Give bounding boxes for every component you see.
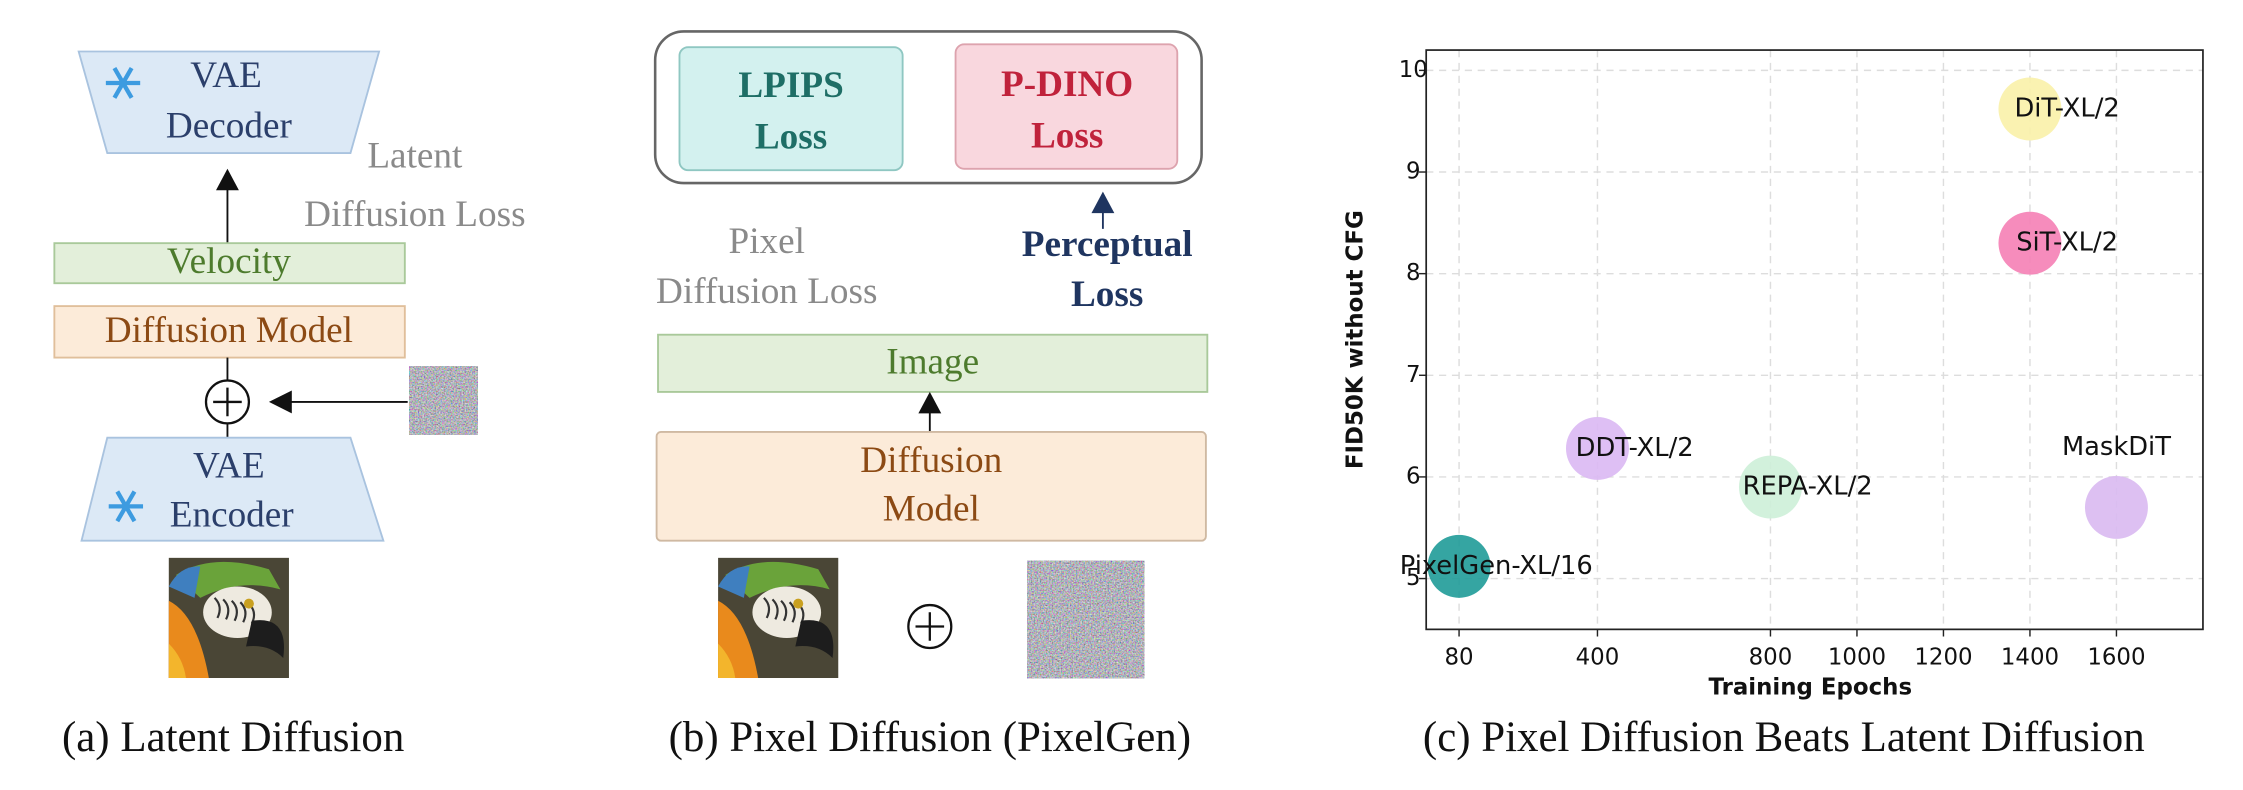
velocity-text: Velocity xyxy=(167,241,291,282)
diffusion-box xyxy=(655,431,1207,542)
arrow-head xyxy=(268,390,292,414)
x-axis-label: Training Epochs xyxy=(1708,675,1912,701)
parrot-stripe xyxy=(780,600,788,622)
parrot-stripe xyxy=(771,598,779,620)
arrow-head xyxy=(216,168,239,191)
parrot-head xyxy=(168,566,201,598)
point-label: SiT-XL/2 xyxy=(2016,228,2118,258)
parrot-eye xyxy=(243,598,254,609)
noise-image xyxy=(408,365,479,436)
y-tick-label: 9 xyxy=(1406,159,1421,185)
parrot-stripe xyxy=(788,601,796,623)
x-tick-label: 1400 xyxy=(2001,644,2059,670)
latent-loss: Latent xyxy=(367,135,463,176)
pixel-loss: Pixel xyxy=(729,221,805,262)
x-tick-label: 1000 xyxy=(1828,644,1886,670)
y-tick-label: 5 xyxy=(1406,565,1421,591)
y-tick-label: 10 xyxy=(1399,57,1428,83)
noise-image xyxy=(1026,560,1145,679)
y-tick-label: 7 xyxy=(1406,362,1421,388)
diffusion-box xyxy=(53,305,406,359)
pdino-box xyxy=(954,43,1179,170)
x-tick-label: 400 xyxy=(1576,644,1620,670)
vae-encoder xyxy=(80,436,385,542)
pixel-loss: Diffusion Loss xyxy=(656,271,877,312)
caption: (c) Pixel Diffusion Beats Latent Diffusi… xyxy=(1423,714,2145,761)
vae-decoder xyxy=(77,50,381,154)
lpips-text: LPIPS xyxy=(738,65,843,106)
y-axis-label: FID50K without CFG xyxy=(1343,210,1369,469)
caption: (a) Latent Diffusion xyxy=(62,714,404,761)
x-tick-label: 1200 xyxy=(1914,644,1972,670)
point xyxy=(1738,455,1802,519)
snowflake xyxy=(118,78,128,88)
parrot-image xyxy=(718,557,839,679)
x-tick-label: 800 xyxy=(1749,644,1793,670)
pdino-text: Loss xyxy=(1031,115,1103,156)
plus-sign xyxy=(213,387,242,417)
image-box xyxy=(657,333,1209,393)
point xyxy=(1998,211,2062,275)
decoder-text: VAE xyxy=(190,55,262,96)
point xyxy=(1565,416,1629,480)
image-text: Image xyxy=(886,341,979,382)
parrot-stripe xyxy=(213,597,221,619)
diffusion-text: Diffusion Model xyxy=(105,310,353,351)
point xyxy=(1427,534,1491,598)
encoder-text: VAE xyxy=(193,446,265,487)
plot-frame xyxy=(1425,49,2204,631)
point xyxy=(2084,475,2148,539)
lpips-box xyxy=(678,46,904,172)
latent-loss: Diffusion Loss xyxy=(304,194,525,235)
point-label: DiT-XL/2 xyxy=(2014,94,2119,124)
parrot-image xyxy=(168,557,289,679)
parrot-stripe xyxy=(222,598,230,620)
pdino-text: P-DINO xyxy=(1001,64,1133,105)
y-tick-label: 6 xyxy=(1406,463,1421,489)
arrow-head xyxy=(918,391,942,414)
arrow-head xyxy=(1091,191,1115,214)
parrot-head xyxy=(718,566,750,598)
parrot-head xyxy=(175,561,281,598)
y-tick-label: 8 xyxy=(1406,260,1421,286)
snowflake xyxy=(121,502,131,511)
point-label: DDT-XL/2 xyxy=(1576,433,1694,463)
point-label: REPA-XL/2 xyxy=(1743,472,1873,502)
parrot-stripe xyxy=(230,600,238,622)
encoder-text: Encoder xyxy=(170,494,295,535)
parrot-body xyxy=(168,643,186,679)
perceptual-loss: Loss xyxy=(1071,274,1143,315)
plus-sign xyxy=(915,612,945,641)
point-label: MaskDiT xyxy=(2062,432,2171,462)
parrot-eye xyxy=(793,598,804,609)
lpips-text: Loss xyxy=(755,117,827,158)
point xyxy=(1998,77,2062,141)
x-tick-label: 1600 xyxy=(2087,644,2145,670)
perceptual-loss: Perceptual xyxy=(1022,224,1193,265)
decoder-text: Decoder xyxy=(166,105,293,146)
x-tick-label: 80 xyxy=(1445,644,1474,670)
caption: (b) Pixel Diffusion (PixelGen) xyxy=(669,714,1191,761)
point-label: PixelGen-XL/16 xyxy=(1400,551,1593,581)
parrot-beak xyxy=(246,620,284,658)
diffusion-text: Model xyxy=(883,489,980,530)
diffusion-text: Diffusion xyxy=(860,440,1002,481)
parrot-head xyxy=(725,561,830,598)
parrot-stripe xyxy=(763,597,771,619)
parrot-stripe xyxy=(239,601,247,623)
parrot-beak xyxy=(795,620,834,658)
parrot-body xyxy=(718,643,736,679)
velocity-box xyxy=(53,242,406,285)
